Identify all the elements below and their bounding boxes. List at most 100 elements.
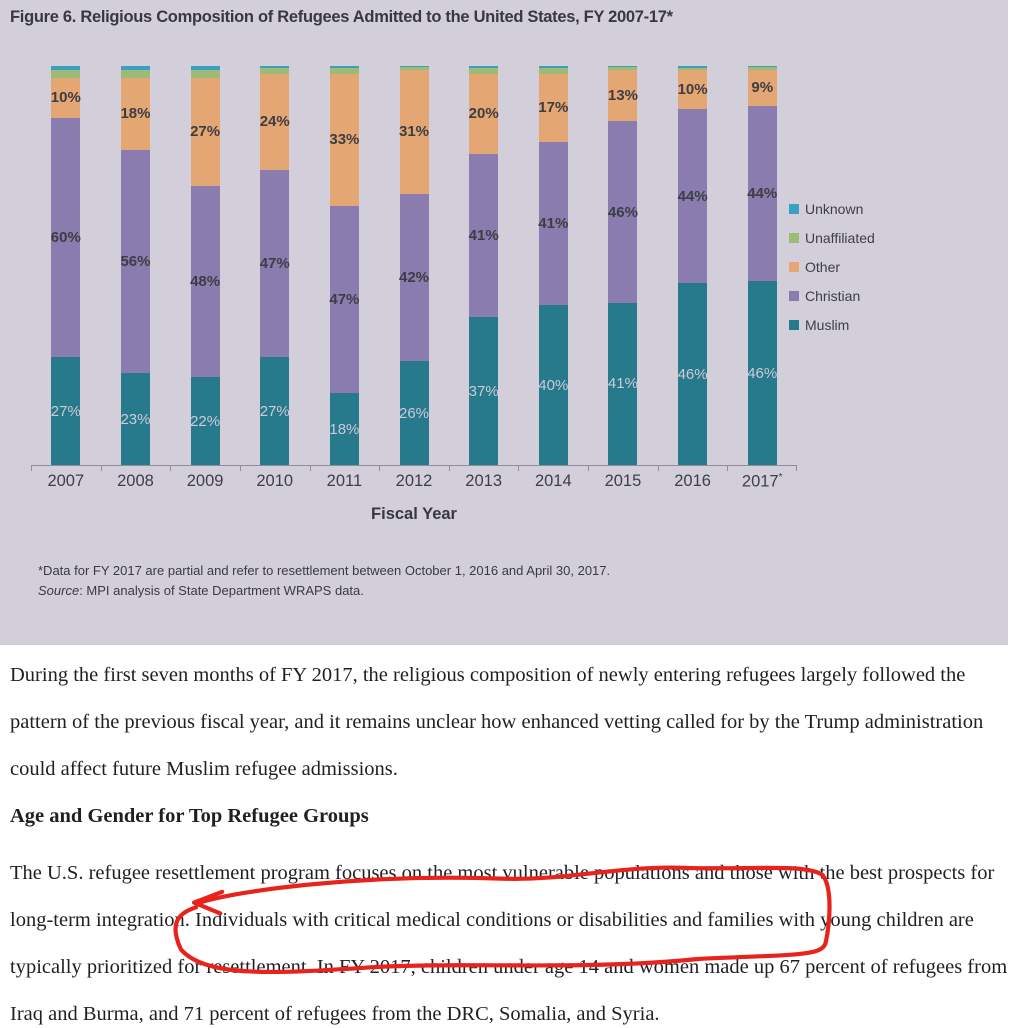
x-tick-label-2012: 2012 xyxy=(395,472,433,490)
bar-slot-2017: 9% 44% 46% xyxy=(727,66,797,465)
bar-segment-other-2017: 9% xyxy=(747,69,777,106)
bar-segment-unaffiliated-2015 xyxy=(608,67,638,70)
bar-segment-christian-2013: 41% xyxy=(468,153,499,318)
bar-segment-unaffiliated-2009 xyxy=(190,69,220,78)
x-tick-label-2007: 2007 xyxy=(47,472,85,490)
bar-segment-unaffiliated-2012 xyxy=(399,67,429,70)
bar-segment-unknown-2011 xyxy=(329,66,359,68)
bar-value-label: 27% xyxy=(259,402,290,420)
legend-swatch-icon xyxy=(789,233,799,243)
bar-segment-unknown-2009 xyxy=(190,66,220,70)
bar-segment-other-2009: 27% xyxy=(190,77,221,186)
legend-swatch-icon xyxy=(789,320,799,330)
bar-value-label: 40% xyxy=(538,376,569,394)
axis-tick xyxy=(588,466,590,471)
axis-tick xyxy=(448,466,450,471)
axis-tick xyxy=(727,466,729,471)
bar-segment-unaffiliated-2013 xyxy=(469,67,499,74)
bar-value-label: 17% xyxy=(538,99,569,117)
stacked-bar-2017: 9% 44% 46% xyxy=(747,66,778,465)
bar-value-label: 46% xyxy=(677,365,708,383)
bar-value-label: 27% xyxy=(50,402,81,420)
legend-label: Christian xyxy=(805,288,861,304)
bar-segment-muslim-2009: 22% xyxy=(190,377,220,465)
bar-segment-unaffiliated-2011 xyxy=(329,67,359,74)
bar-segment-other-2011: 33% xyxy=(329,73,360,206)
x-axis-title: Fiscal Year xyxy=(371,505,457,523)
legend-item-unaffiliated: Unaffiliated xyxy=(789,230,875,246)
bar-value-label: 10% xyxy=(677,81,708,99)
x-tick-label-2016: 2016 xyxy=(674,472,711,490)
paragraph-fy2017-composition: During the first seven months of FY 2017… xyxy=(10,664,984,780)
bar-segment-christian-2016: 44% xyxy=(678,109,708,284)
bar-segment-other-2010: 24% xyxy=(260,73,290,170)
stacked-bar-2014: 17% 41% 40% xyxy=(538,66,569,465)
bar-segment-unaffiliated-2017 xyxy=(747,67,777,70)
bar-segment-unknown-2015 xyxy=(608,66,638,68)
section-heading-age-gender: Age and Gender for Top Refugee Groups xyxy=(10,805,369,827)
bar-segment-christian-2009: 48% xyxy=(190,185,221,378)
bar-segment-unknown-2007 xyxy=(51,66,81,70)
legend-swatch-icon xyxy=(789,262,799,272)
bar-segment-christian-2011: 47% xyxy=(329,205,359,394)
bar-segment-muslim-2008: 23% xyxy=(120,373,150,465)
bar-value-label: 47% xyxy=(259,254,290,272)
bar-segment-unaffiliated-2008 xyxy=(120,69,150,78)
x-tick-label-2009: 2009 xyxy=(186,472,224,490)
bar-slot-2015: 13% 46% 41% xyxy=(588,66,658,465)
bar-value-label: 44% xyxy=(747,185,778,203)
source-text: : MPI analysis of State Department WRAPS… xyxy=(79,583,364,598)
bar-segment-muslim-2017: 46% xyxy=(747,281,777,465)
axis-tick xyxy=(239,466,241,471)
bar-segment-christian-2007: 60% xyxy=(51,117,81,358)
bar-value-label: 18% xyxy=(329,420,360,438)
bar-segment-other-2007: 10% xyxy=(50,77,81,118)
x-tick-label-2014: 2014 xyxy=(534,472,572,490)
axis-tick xyxy=(170,466,172,471)
bar-value-label: 48% xyxy=(190,272,221,290)
bar-slot-2016: 10% 44% 46% xyxy=(658,66,728,465)
axis-tick xyxy=(379,466,381,471)
bar-segment-unaffiliated-2014 xyxy=(538,67,568,74)
bar-segment-muslim-2016: 46% xyxy=(677,283,708,465)
bar-segment-unaffiliated-2010 xyxy=(260,67,290,74)
x-tick-label-2011: 2011 xyxy=(326,472,363,490)
bar-segment-other-2012: 31% xyxy=(399,69,430,194)
legend-label: Unknown xyxy=(805,201,864,217)
bar-value-label: 41% xyxy=(468,227,499,245)
legend-label: Other xyxy=(805,259,841,275)
bar-value-label: 13% xyxy=(607,87,638,105)
figure-6-panel: Figure 6. Religious Composition of Refug… xyxy=(0,0,1008,645)
stacked-bar-2007: 10% 60% 27% xyxy=(50,66,81,465)
x-tick-label-2008: 2008 xyxy=(117,472,154,490)
stacked-bar-2011: 33% 47% 18% xyxy=(329,66,360,465)
x-axis-ticks xyxy=(31,466,797,471)
figure-footnote: *Data for FY 2017 are partial and refer … xyxy=(38,561,610,601)
bar-segment-unknown-2016 xyxy=(678,66,708,68)
footnote-data-note: *Data for FY 2017 are partial and refer … xyxy=(38,563,611,578)
x-axis-labels: 2007 2008 2009 2010 2011 2012 2013 2014 2015 2016… xyxy=(31,472,797,492)
chart-legend: Unknown Unaffiliated Other Christian Muslim xyxy=(789,201,875,346)
bar-value-label: 31% xyxy=(399,123,430,141)
bar-value-label: 56% xyxy=(120,252,151,270)
bar-value-label: 33% xyxy=(329,131,360,149)
bar-segment-muslim-2011: 18% xyxy=(329,393,360,465)
figure-title: Figure 6. Religious Composition of Refug… xyxy=(10,8,673,26)
bar-segment-unknown-2014 xyxy=(538,66,568,68)
bar-value-label: 10% xyxy=(50,89,81,107)
bar-segment-christian-2014: 41% xyxy=(538,141,568,306)
legend-item-muslim: Muslim xyxy=(789,317,875,333)
annotated-text: Individuals with critical medical condit… xyxy=(195,909,816,931)
bar-segment-other-2016: 10% xyxy=(677,69,708,110)
bar-value-label: 26% xyxy=(399,404,430,422)
bar-segment-christian-2010: 47% xyxy=(259,169,290,358)
axis-tick xyxy=(100,466,102,471)
bar-value-label: 27% xyxy=(190,123,221,141)
axis-tick xyxy=(309,466,311,471)
bar-segment-unaffiliated-2016 xyxy=(678,67,708,70)
footnote-source: Source: MPI analysis of State Department… xyxy=(38,581,610,601)
bar-segment-muslim-2007: 27% xyxy=(50,357,81,465)
bar-segment-other-2014: 17% xyxy=(538,73,569,142)
stacked-bar-2010: 24% 47% 27% xyxy=(259,66,290,465)
article-body: During the first seven months of FY 2017… xyxy=(10,652,1020,1028)
